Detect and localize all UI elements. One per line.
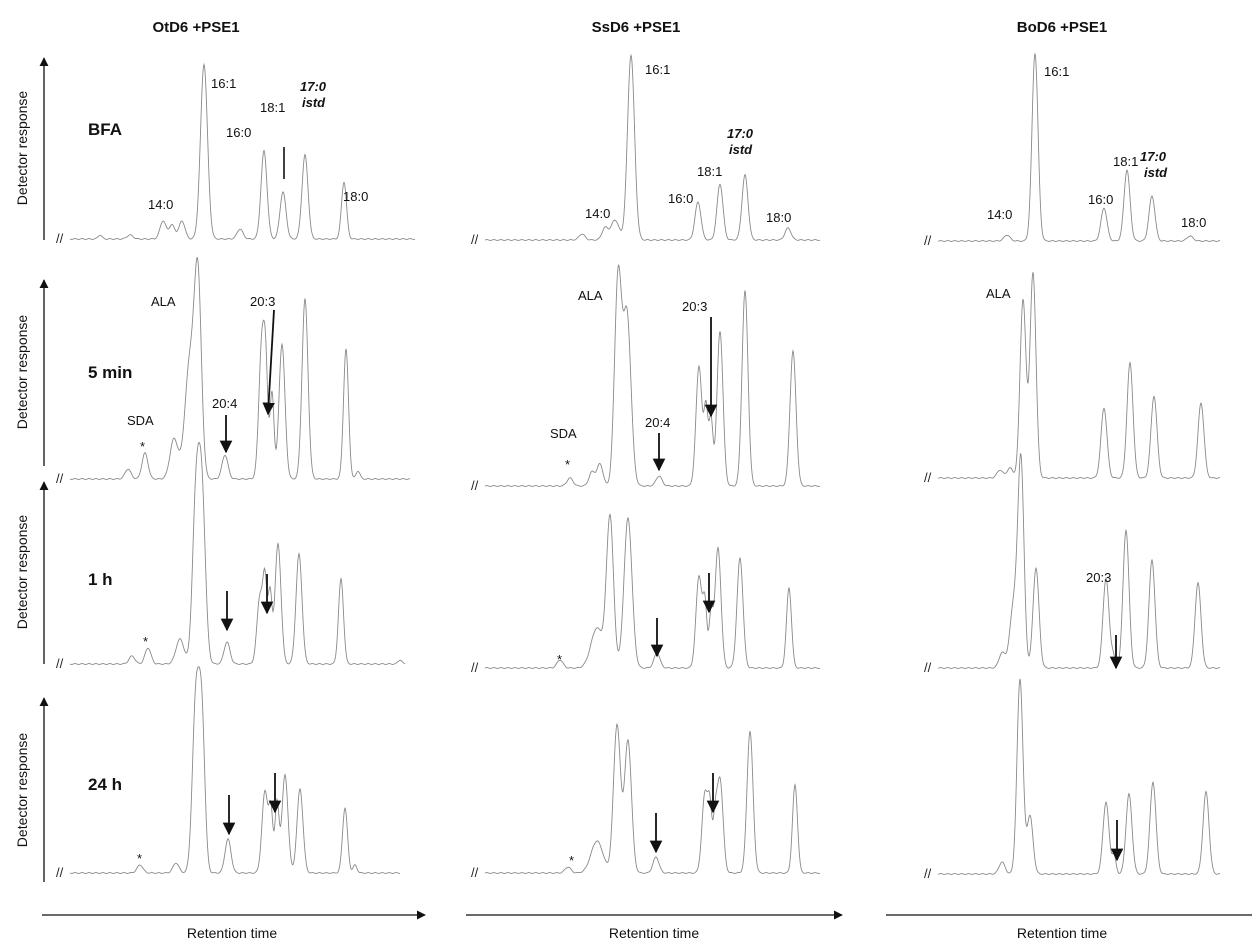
peak-label-istd: istd — [1144, 165, 1168, 180]
axis-break-bod6-bfa: // — [924, 233, 932, 248]
y-axis-label-row-3: Detector response — [14, 515, 30, 630]
peak-label-14-0: 14:0 — [148, 197, 173, 212]
axis-break-ssd6-1h: // — [471, 660, 479, 675]
axis-break-bod6-5min: // — [924, 470, 932, 485]
chromatogram-traces — [69, 53, 1220, 875]
axis-break-marks: // // // // // // // // // // // // — [56, 231, 932, 881]
row-label-bfa: BFA — [88, 120, 122, 139]
axis-break-otd6-1h: // — [56, 656, 64, 671]
peak-label-istd: istd — [729, 142, 753, 157]
y-axis-label-row-4: Detector response — [14, 733, 30, 848]
asterisk-marker: * — [143, 634, 148, 649]
column-title-otd6: OtD6 +PSE1 — [152, 19, 239, 36]
peak-label-20-4: 20:4 — [212, 396, 237, 411]
axis-break-otd6-5min: // — [56, 471, 64, 486]
x-axis-label-col-3: Retention time — [1017, 925, 1107, 941]
y-axis-label-row-1: Detector response — [14, 91, 30, 206]
column-title-bod6: BoD6 +PSE1 — [1017, 19, 1107, 36]
trace-ssd6-bfa — [484, 53, 821, 241]
peak-label-20-3: 20:3 — [250, 294, 275, 309]
row-label-5min: 5 min — [88, 363, 132, 382]
y-axis-label-row-2: Detector response — [14, 315, 30, 430]
axis-break-otd6-bfa: // — [56, 231, 64, 246]
peak-label-20-3: 20:3 — [682, 299, 707, 314]
trace-ssd6-1h — [484, 513, 821, 669]
asterisk-marker: * — [137, 851, 142, 866]
peak-label-20-4: 20:4 — [645, 415, 670, 430]
trace-otd6-bfa — [69, 62, 416, 240]
column-title-ssd6: SsD6 +PSE1 — [592, 19, 681, 36]
trace-ssd6-5min — [484, 264, 821, 487]
peak-label-16-0: 16:0 — [226, 125, 251, 140]
peak-label-17-0: 17:0 — [1140, 149, 1167, 164]
axis-break-bod6-24h: // — [924, 866, 932, 881]
peak-label-istd: istd — [302, 95, 326, 110]
x-axis-label-col-2: Retention time — [609, 925, 699, 941]
peak-label-16-0: 16:0 — [668, 191, 693, 206]
asterisk-marker: * — [565, 457, 570, 472]
axis-break-ssd6-bfa: // — [471, 232, 479, 247]
trace-ssd6-24h — [484, 723, 821, 874]
peak-label-18-0: 18:0 — [766, 210, 791, 225]
trace-otd6-24h — [69, 666, 400, 874]
asterisk-marker: * — [140, 439, 145, 454]
trace-bod6-1h — [937, 452, 1220, 669]
peak-label-18-0: 18:0 — [1181, 215, 1206, 230]
asterisk-marker: * — [557, 652, 562, 667]
row-label-24h: 24 h — [88, 775, 122, 794]
peak-label-14-0: 14:0 — [987, 207, 1012, 222]
peak-label-16-1: 16:1 — [645, 62, 670, 77]
row-label-1h: 1 h — [88, 570, 113, 589]
peak-label-16-0: 16:0 — [1088, 192, 1113, 207]
asterisk-marker: * — [569, 853, 574, 868]
peak-label-20-3: 20:3 — [1086, 570, 1111, 585]
trace-bod6-5min — [937, 272, 1220, 479]
peak-label-18-0: 18:0 — [343, 189, 368, 204]
peak-label-sda: SDA — [550, 426, 577, 441]
peak-label-16-1: 16:1 — [211, 76, 236, 91]
trace-otd6-1h — [69, 441, 406, 665]
peak-label-sda: SDA — [127, 413, 154, 428]
axis-break-bod6-1h: // — [924, 660, 932, 675]
trace-bod6-bfa — [937, 53, 1220, 242]
peak-label-18-1: 18:1 — [260, 100, 285, 115]
peak-label-16-1: 16:1 — [1044, 64, 1069, 79]
peak-label-17-0: 17:0 — [727, 126, 754, 141]
axis-break-ssd6-5min: // — [471, 478, 479, 493]
peak-label-18-1: 18:1 — [1113, 154, 1138, 169]
peak-label-18-1: 18:1 — [697, 164, 722, 179]
axis-break-otd6-24h: // — [56, 865, 64, 880]
peak-label-ala: ALA — [986, 286, 1011, 301]
trace-otd6-5min — [69, 256, 411, 480]
axis-break-ssd6-24h: // — [471, 865, 479, 880]
peak-label-ala: ALA — [578, 288, 603, 303]
peak-label-17-0: 17:0 — [300, 79, 327, 94]
x-axis-label-col-1: Retention time — [187, 925, 277, 941]
peak-label-14-0: 14:0 — [585, 206, 610, 221]
peak-label-ala: ALA — [151, 294, 176, 309]
arrow-20-3-otd6-5min — [262, 309, 275, 416]
trace-bod6-24h — [937, 678, 1220, 875]
